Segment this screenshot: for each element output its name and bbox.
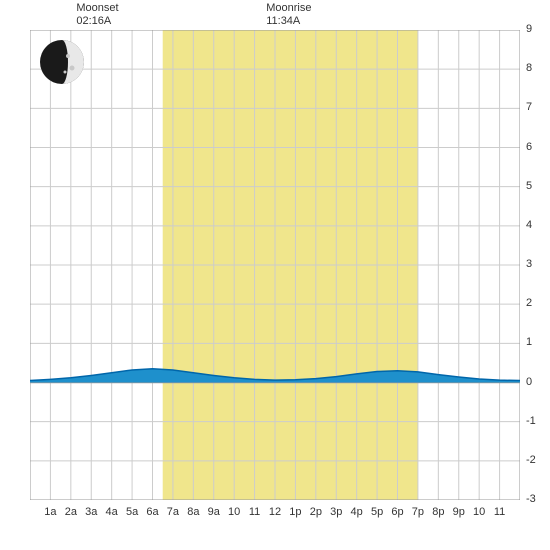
moonset-title: Moonset: [76, 2, 118, 15]
x-tick-label: 4p: [351, 506, 363, 518]
x-tick-label: 2a: [65, 506, 77, 518]
y-tick-label: 3: [526, 258, 532, 270]
y-tick-label: -3: [526, 493, 536, 505]
x-tick-label: 6a: [146, 506, 158, 518]
x-tick-label: 10: [473, 506, 485, 518]
header-labels: Moonset 02:16A Moonrise 11:34A: [0, 2, 550, 30]
x-tick-label: 2p: [310, 506, 322, 518]
x-tick-label: 4a: [106, 506, 118, 518]
moon-phase-icon: [38, 38, 86, 86]
y-tick-label: -1: [526, 415, 536, 427]
x-tick-label: 3a: [85, 506, 97, 518]
x-tick-label: 5p: [371, 506, 383, 518]
x-tick-label: 7a: [167, 506, 179, 518]
y-tick-label: 5: [526, 180, 532, 192]
y-tick-label: 6: [526, 141, 532, 153]
x-tick-label: 9a: [208, 506, 220, 518]
moonset-time: 02:16A: [76, 15, 118, 28]
y-tick-label: 1: [526, 336, 532, 348]
y-tick-label: 4: [526, 219, 532, 231]
x-tick-label: 1a: [44, 506, 56, 518]
y-tick-label: 2: [526, 297, 532, 309]
moonrise-label: Moonrise 11:34A: [266, 2, 311, 28]
chart-svg: [30, 30, 520, 500]
x-tick-label: 6p: [391, 506, 403, 518]
moonrise-title: Moonrise: [266, 2, 311, 15]
x-tick-label: 1p: [289, 506, 301, 518]
x-tick-label: 12: [269, 506, 281, 518]
x-tick-label: 9p: [453, 506, 465, 518]
x-tick-label: 10: [228, 506, 240, 518]
x-tick-label: 5a: [126, 506, 138, 518]
x-tick-label: 3p: [330, 506, 342, 518]
x-tick-label: 8a: [187, 506, 199, 518]
x-tick-label: 7p: [412, 506, 424, 518]
x-tick-label: 11: [494, 506, 505, 518]
y-tick-label: 8: [526, 62, 532, 74]
x-tick-label: 11: [249, 506, 260, 518]
y-tick-label: 7: [526, 101, 532, 113]
y-tick-label: -2: [526, 454, 536, 466]
moonset-label: Moonset 02:16A: [76, 2, 118, 28]
x-tick-label: 8p: [432, 506, 444, 518]
y-tick-label: 0: [526, 376, 532, 388]
y-tick-label: 9: [526, 23, 532, 35]
moonrise-time: 11:34A: [266, 15, 311, 28]
chart-area: [30, 30, 520, 500]
tide-chart-container: Moonset 02:16A Moonrise 11:34A -3-2-1012…: [0, 0, 550, 550]
